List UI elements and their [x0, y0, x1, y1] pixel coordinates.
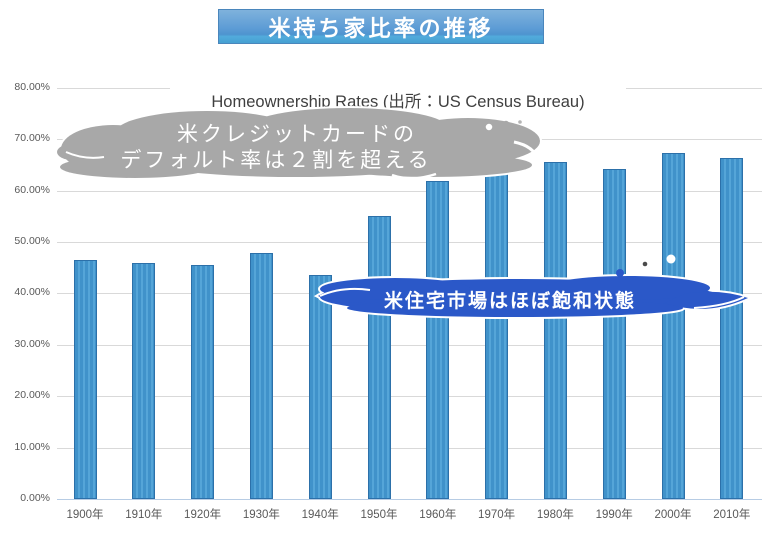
x-axis-label: 2000年	[654, 509, 692, 521]
x-axis-label: 1980年	[536, 509, 574, 521]
bar-1980年	[543, 161, 567, 499]
x-axis-label: 1990年	[595, 509, 633, 521]
y-axis-label: 20.00%	[14, 389, 50, 402]
y-axis-label: 10.00%	[14, 440, 50, 453]
x-axis-label: 1900年	[66, 509, 104, 521]
gridline-50	[57, 242, 762, 243]
credit-cloud-text-line2: デフォルト率は２割を超える	[120, 149, 432, 172]
y-axis-label: 70.00%	[14, 132, 50, 145]
y-axis-label: 80.00%	[14, 80, 50, 93]
gridline-60	[57, 190, 762, 192]
x-axis-label: 1920年	[184, 509, 222, 521]
bar-1920年	[191, 264, 215, 499]
chart-title: Homeownership Rates (出所：US Census Bureau…	[170, 87, 626, 113]
y-axis-label: 30.00%	[14, 337, 50, 350]
bar-2000年	[661, 152, 685, 499]
bar-1930年	[249, 253, 273, 499]
y-axis-label: 60.00%	[14, 183, 50, 196]
bar-1900年	[73, 259, 97, 499]
bar-1910年	[132, 263, 156, 499]
bar-1990年	[602, 169, 626, 499]
page-title-text: 米持ち家比率の推移	[268, 15, 494, 41]
x-axis-label: 1950年	[360, 509, 398, 521]
bar-2010年	[720, 157, 744, 499]
gridline-20	[57, 396, 762, 398]
bar-1970年	[485, 170, 509, 499]
y-axis-label: 0.00%	[20, 492, 50, 504]
x-axis-label: 2010年	[713, 509, 751, 521]
gridline-30	[57, 344, 762, 346]
x-axis-label: 1910年	[125, 509, 163, 521]
y-axis-label: 50.00%	[14, 235, 50, 247]
x-axis-label: 1960年	[419, 509, 457, 521]
x-axis-label: 1940年	[301, 509, 339, 521]
saturation-cloud-text: 米住宅市場はほぼ飽和状態	[383, 291, 636, 312]
bar-1960年	[426, 180, 450, 499]
y-axis-label: 40.00%	[14, 286, 50, 299]
x-axis-label: 1930年	[242, 509, 280, 521]
page-title: 米持ち家比率の推移	[218, 9, 544, 44]
bar-1950年	[367, 216, 391, 499]
x-axis-label: 1970年	[478, 509, 516, 521]
x-axis-line	[57, 499, 762, 500]
gridline-10	[57, 447, 762, 449]
